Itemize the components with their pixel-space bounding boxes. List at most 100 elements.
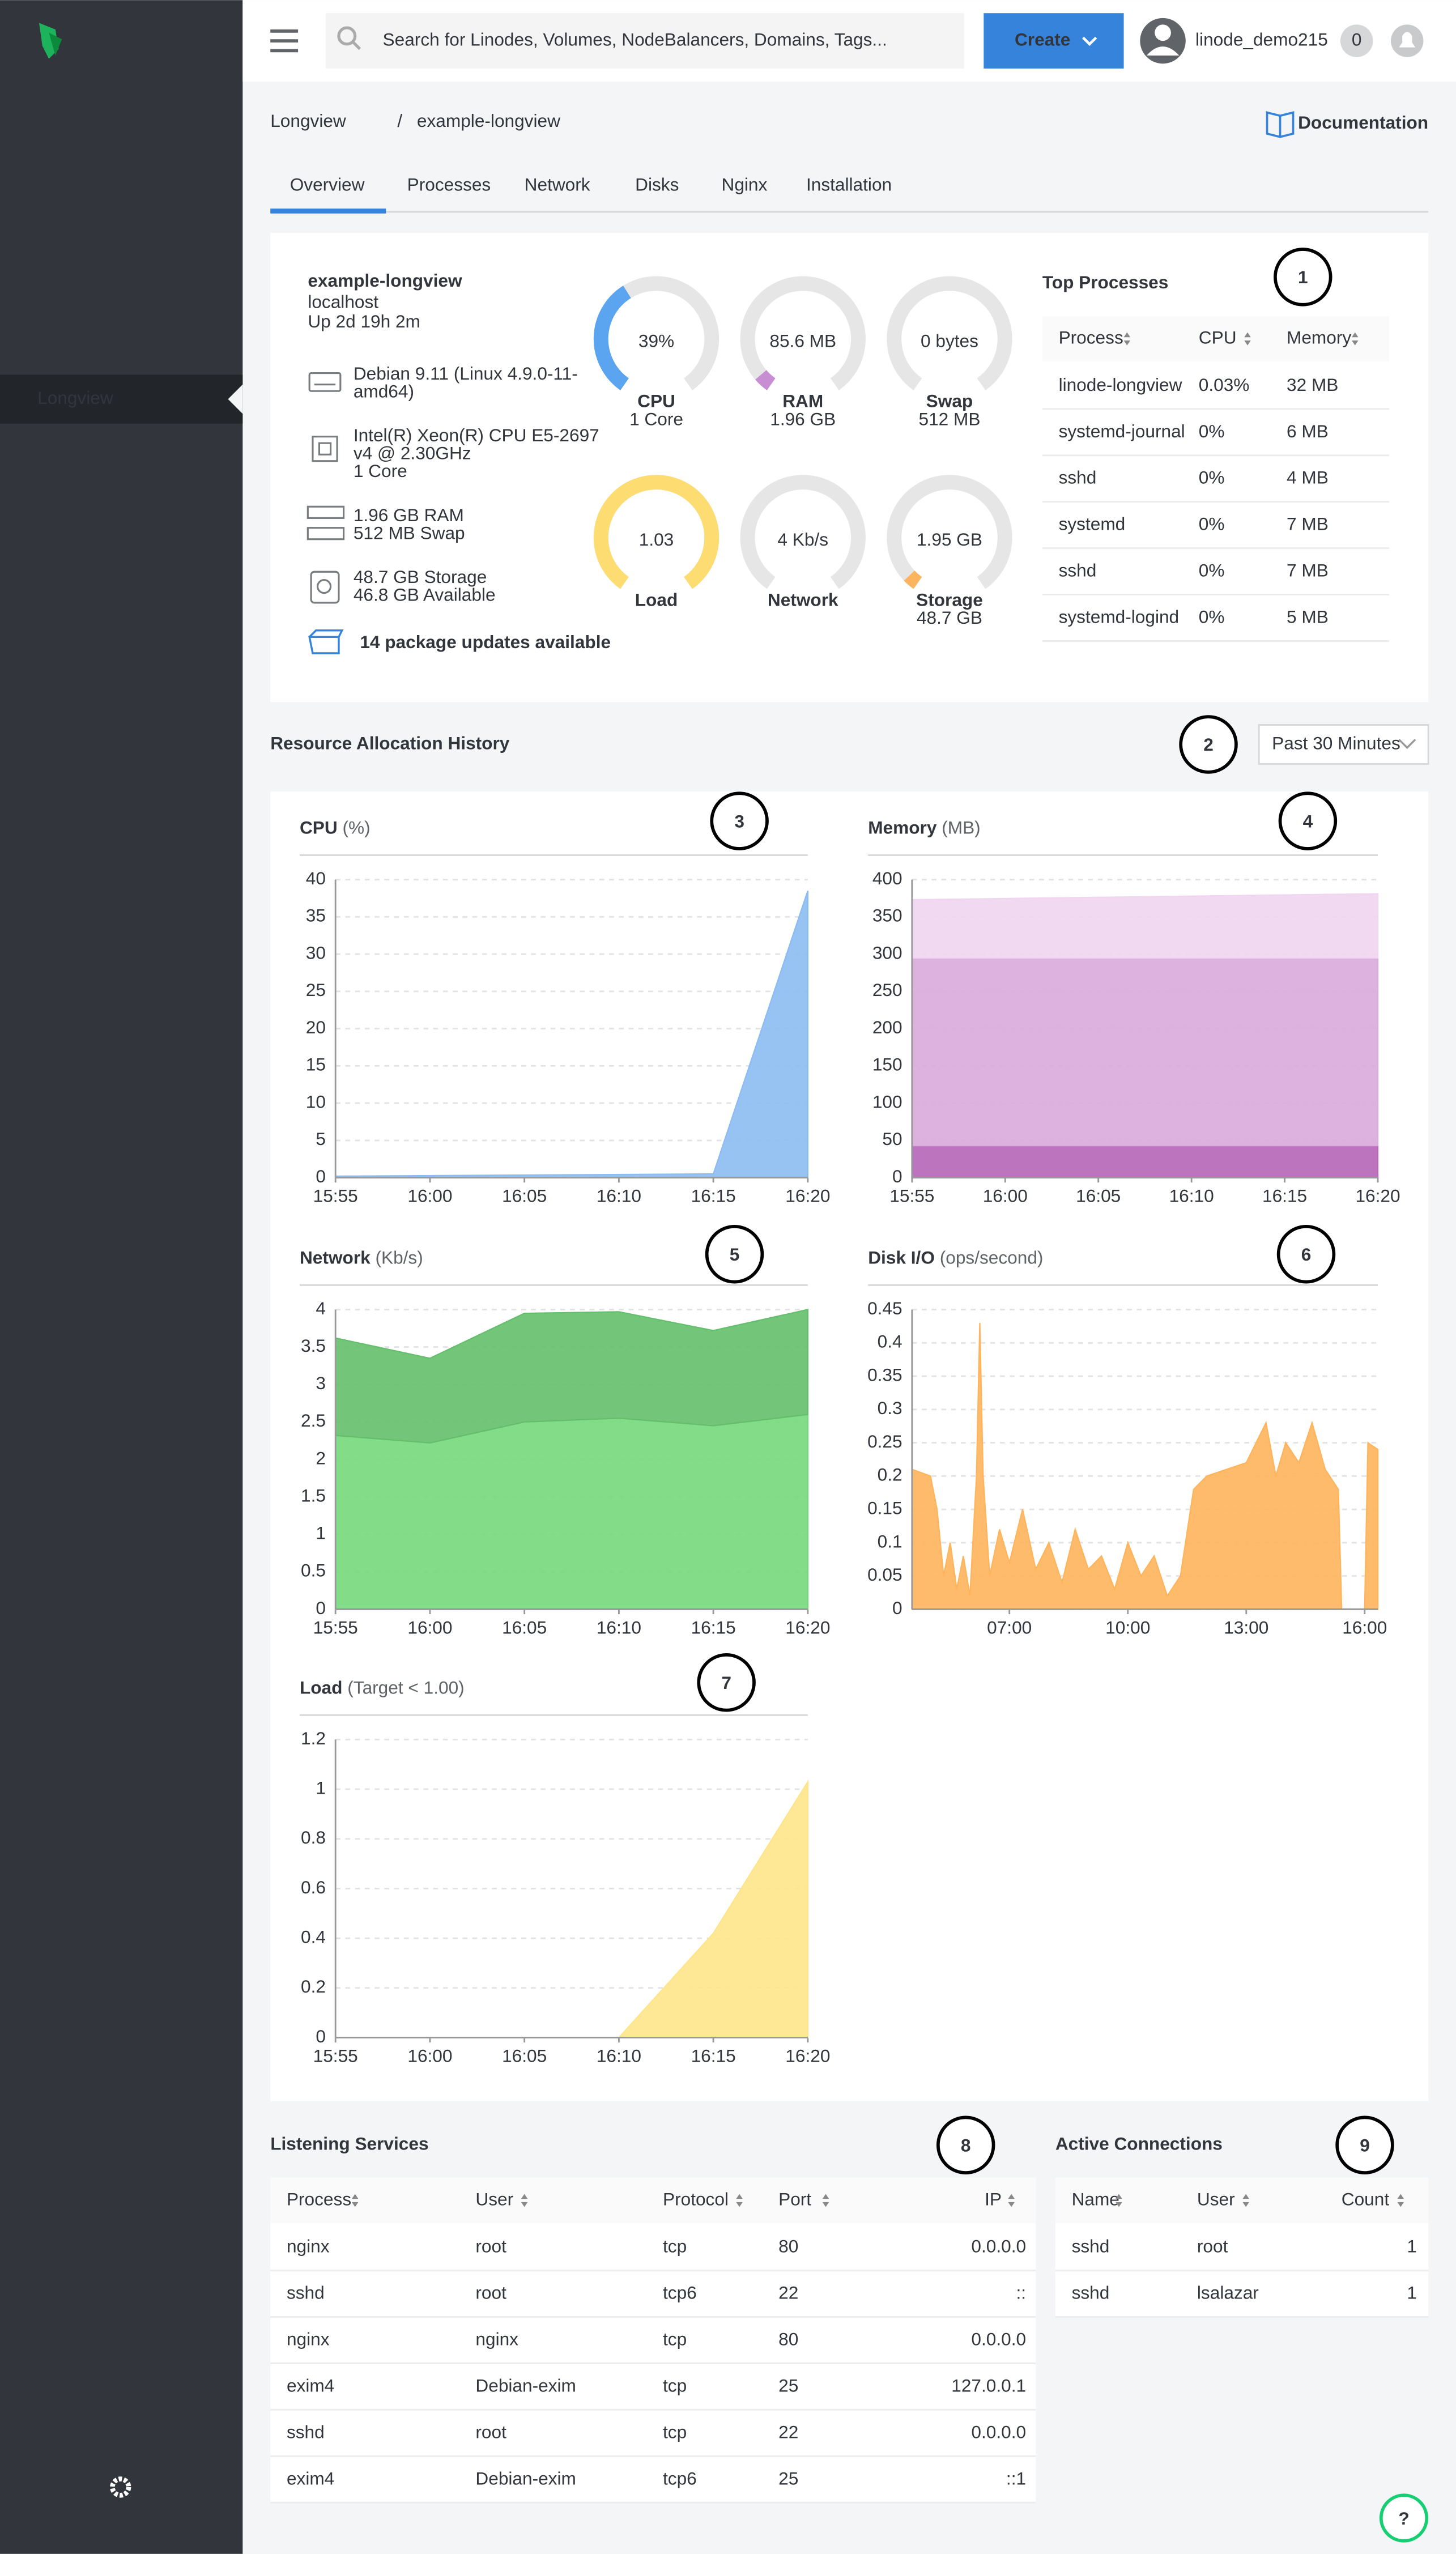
gauge-track — [887, 276, 1012, 390]
nav-item[interactable]: StackScripts — [37, 485, 137, 505]
area — [335, 1309, 809, 1444]
y-tick-label: 15 — [306, 1054, 326, 1075]
search-box[interactable] — [325, 13, 964, 69]
table-cell: nginx — [287, 2236, 330, 2257]
x-tick-label: 16:10 — [597, 1617, 641, 1637]
column-header[interactable]: Process — [1059, 327, 1123, 348]
range-select[interactable] — [1258, 724, 1429, 765]
username: linode_demo215 — [1195, 29, 1328, 49]
tab[interactable]: Disks — [635, 174, 679, 194]
nav-item[interactable]: Linodes — [37, 143, 100, 164]
table-cell: exim4 — [287, 2468, 334, 2488]
column-header[interactable]: Count — [1342, 2189, 1390, 2209]
x-tick-label: 16:20 — [1355, 1185, 1400, 1206]
table-header — [1042, 316, 1390, 362]
table-cell: 0% — [1199, 607, 1225, 627]
chart-title: Load (Target < 1.00) — [300, 1678, 465, 1698]
y-tick-label: 2 — [316, 1448, 326, 1468]
y-tick-label: 3.5 — [301, 1335, 326, 1356]
table-cell: Debian-exim — [475, 2375, 576, 2395]
sort-icon — [1352, 332, 1359, 346]
table-cell: tcp — [663, 2421, 687, 2442]
y-tick-label: 1.2 — [301, 1728, 326, 1748]
callout-circle — [936, 2115, 995, 2174]
column-header[interactable]: Protocol — [663, 2189, 729, 2209]
tab[interactable]: Network — [525, 174, 590, 194]
tab[interactable]: Installation — [806, 174, 892, 194]
column-header[interactable]: IP — [985, 2189, 1002, 2209]
y-tick-label: 0 — [316, 1166, 326, 1186]
table-cell: 1 — [1407, 2283, 1417, 2303]
gauge-detail: 1.96 GB — [770, 408, 836, 429]
chart-title-text: Disk I/O — [868, 1248, 935, 1268]
nav-item[interactable]: Get Help — [37, 632, 108, 652]
y-tick-label: 50 — [882, 1129, 902, 1149]
callout-circle — [1276, 1225, 1336, 1284]
y-tick-label: 0.2 — [878, 1465, 902, 1485]
help-button[interactable] — [1379, 2493, 1429, 2543]
menu-icon[interactable] — [270, 29, 299, 53]
nav-item[interactable]: Account — [37, 583, 102, 603]
nav-item[interactable]: Longview — [37, 388, 113, 408]
nav-item[interactable]: NodeBalancers — [37, 290, 160, 310]
breadcrumb-parent[interactable]: Longview — [270, 110, 346, 131]
nav-item[interactable]: Volumes — [37, 192, 106, 212]
tab[interactable]: Overview — [290, 174, 365, 194]
y-tick-label: 0.35 — [867, 1364, 902, 1385]
table-cell: sshd — [1059, 467, 1097, 488]
nav-item[interactable]: Kubernetes — [37, 436, 129, 457]
sort-icon — [1116, 2194, 1122, 2207]
column-header[interactable]: Memory — [1287, 327, 1351, 348]
column-header[interactable]: CPU — [1199, 327, 1237, 348]
uptime: Up 2d 19h 2m — [308, 311, 420, 331]
table-cell: root — [1197, 2236, 1228, 2257]
gauge-value: 39% — [638, 330, 674, 351]
package-updates[interactable]: 14 package updates available — [360, 632, 611, 652]
chart-title: CPU (%) — [300, 818, 371, 838]
table-cell: 0.0.0.0 — [971, 2236, 1026, 2257]
sort-icon — [1242, 2194, 1249, 2207]
x-tick-label: 16:10 — [597, 1185, 641, 1206]
table-cell: 7 MB — [1287, 560, 1329, 581]
gauge-fill — [755, 369, 776, 390]
tab[interactable]: Processes — [407, 174, 491, 194]
create-label: Create — [1015, 29, 1070, 49]
nav-item[interactable]: Dashboard — [37, 94, 125, 114]
y-tick-label: 0.4 — [301, 1926, 326, 1947]
y-tick-label: 250 — [872, 980, 902, 1000]
y-tick-label: 300 — [872, 942, 902, 963]
table-cell: sshd — [1072, 2236, 1110, 2257]
avatar-head — [1155, 24, 1171, 41]
range-label: Past 30 Minutes — [1272, 733, 1400, 753]
chart-unit: (ops/second) — [940, 1248, 1044, 1268]
y-tick-label: 400 — [872, 868, 902, 888]
column-header[interactable]: Process — [287, 2189, 351, 2209]
documentation-link[interactable]: Documentation — [1298, 112, 1428, 133]
column-header[interactable]: User — [1197, 2189, 1235, 2209]
chart-title: Memory (MB) — [868, 818, 980, 838]
detail-line: Debian 9.11 (Linux 4.9.0-11- — [354, 363, 578, 384]
host: localhost — [308, 291, 378, 312]
column-header[interactable]: Name — [1072, 2189, 1119, 2209]
column-header[interactable]: Port — [778, 2189, 811, 2209]
table-cell: tcp — [663, 2236, 687, 2257]
table-cell: tcp6 — [663, 2468, 697, 2488]
tab[interactable]: Nginx — [722, 174, 768, 194]
x-tick-label: 16:00 — [407, 1617, 452, 1637]
sort-icon — [822, 2194, 829, 2207]
nav-item[interactable]: Domains — [37, 339, 108, 359]
bell-icon — [1399, 32, 1416, 48]
notification-badge[interactable] — [1340, 24, 1373, 57]
y-tick-label: 0.3 — [878, 1398, 902, 1418]
nav-item[interactable]: Object Storage — [37, 241, 157, 261]
column-header[interactable]: User — [475, 2189, 513, 2209]
nav-item[interactable]: Images — [37, 534, 96, 555]
area — [335, 1414, 809, 1610]
active-indicator — [228, 384, 243, 414]
y-tick-label: 4 — [316, 1298, 326, 1318]
chevron — [1082, 36, 1097, 46]
avatar-body — [1146, 46, 1180, 56]
create-button[interactable] — [984, 13, 1124, 69]
x-tick-label: 16:15 — [691, 2045, 736, 2066]
table-cell: 25 — [778, 2375, 798, 2395]
